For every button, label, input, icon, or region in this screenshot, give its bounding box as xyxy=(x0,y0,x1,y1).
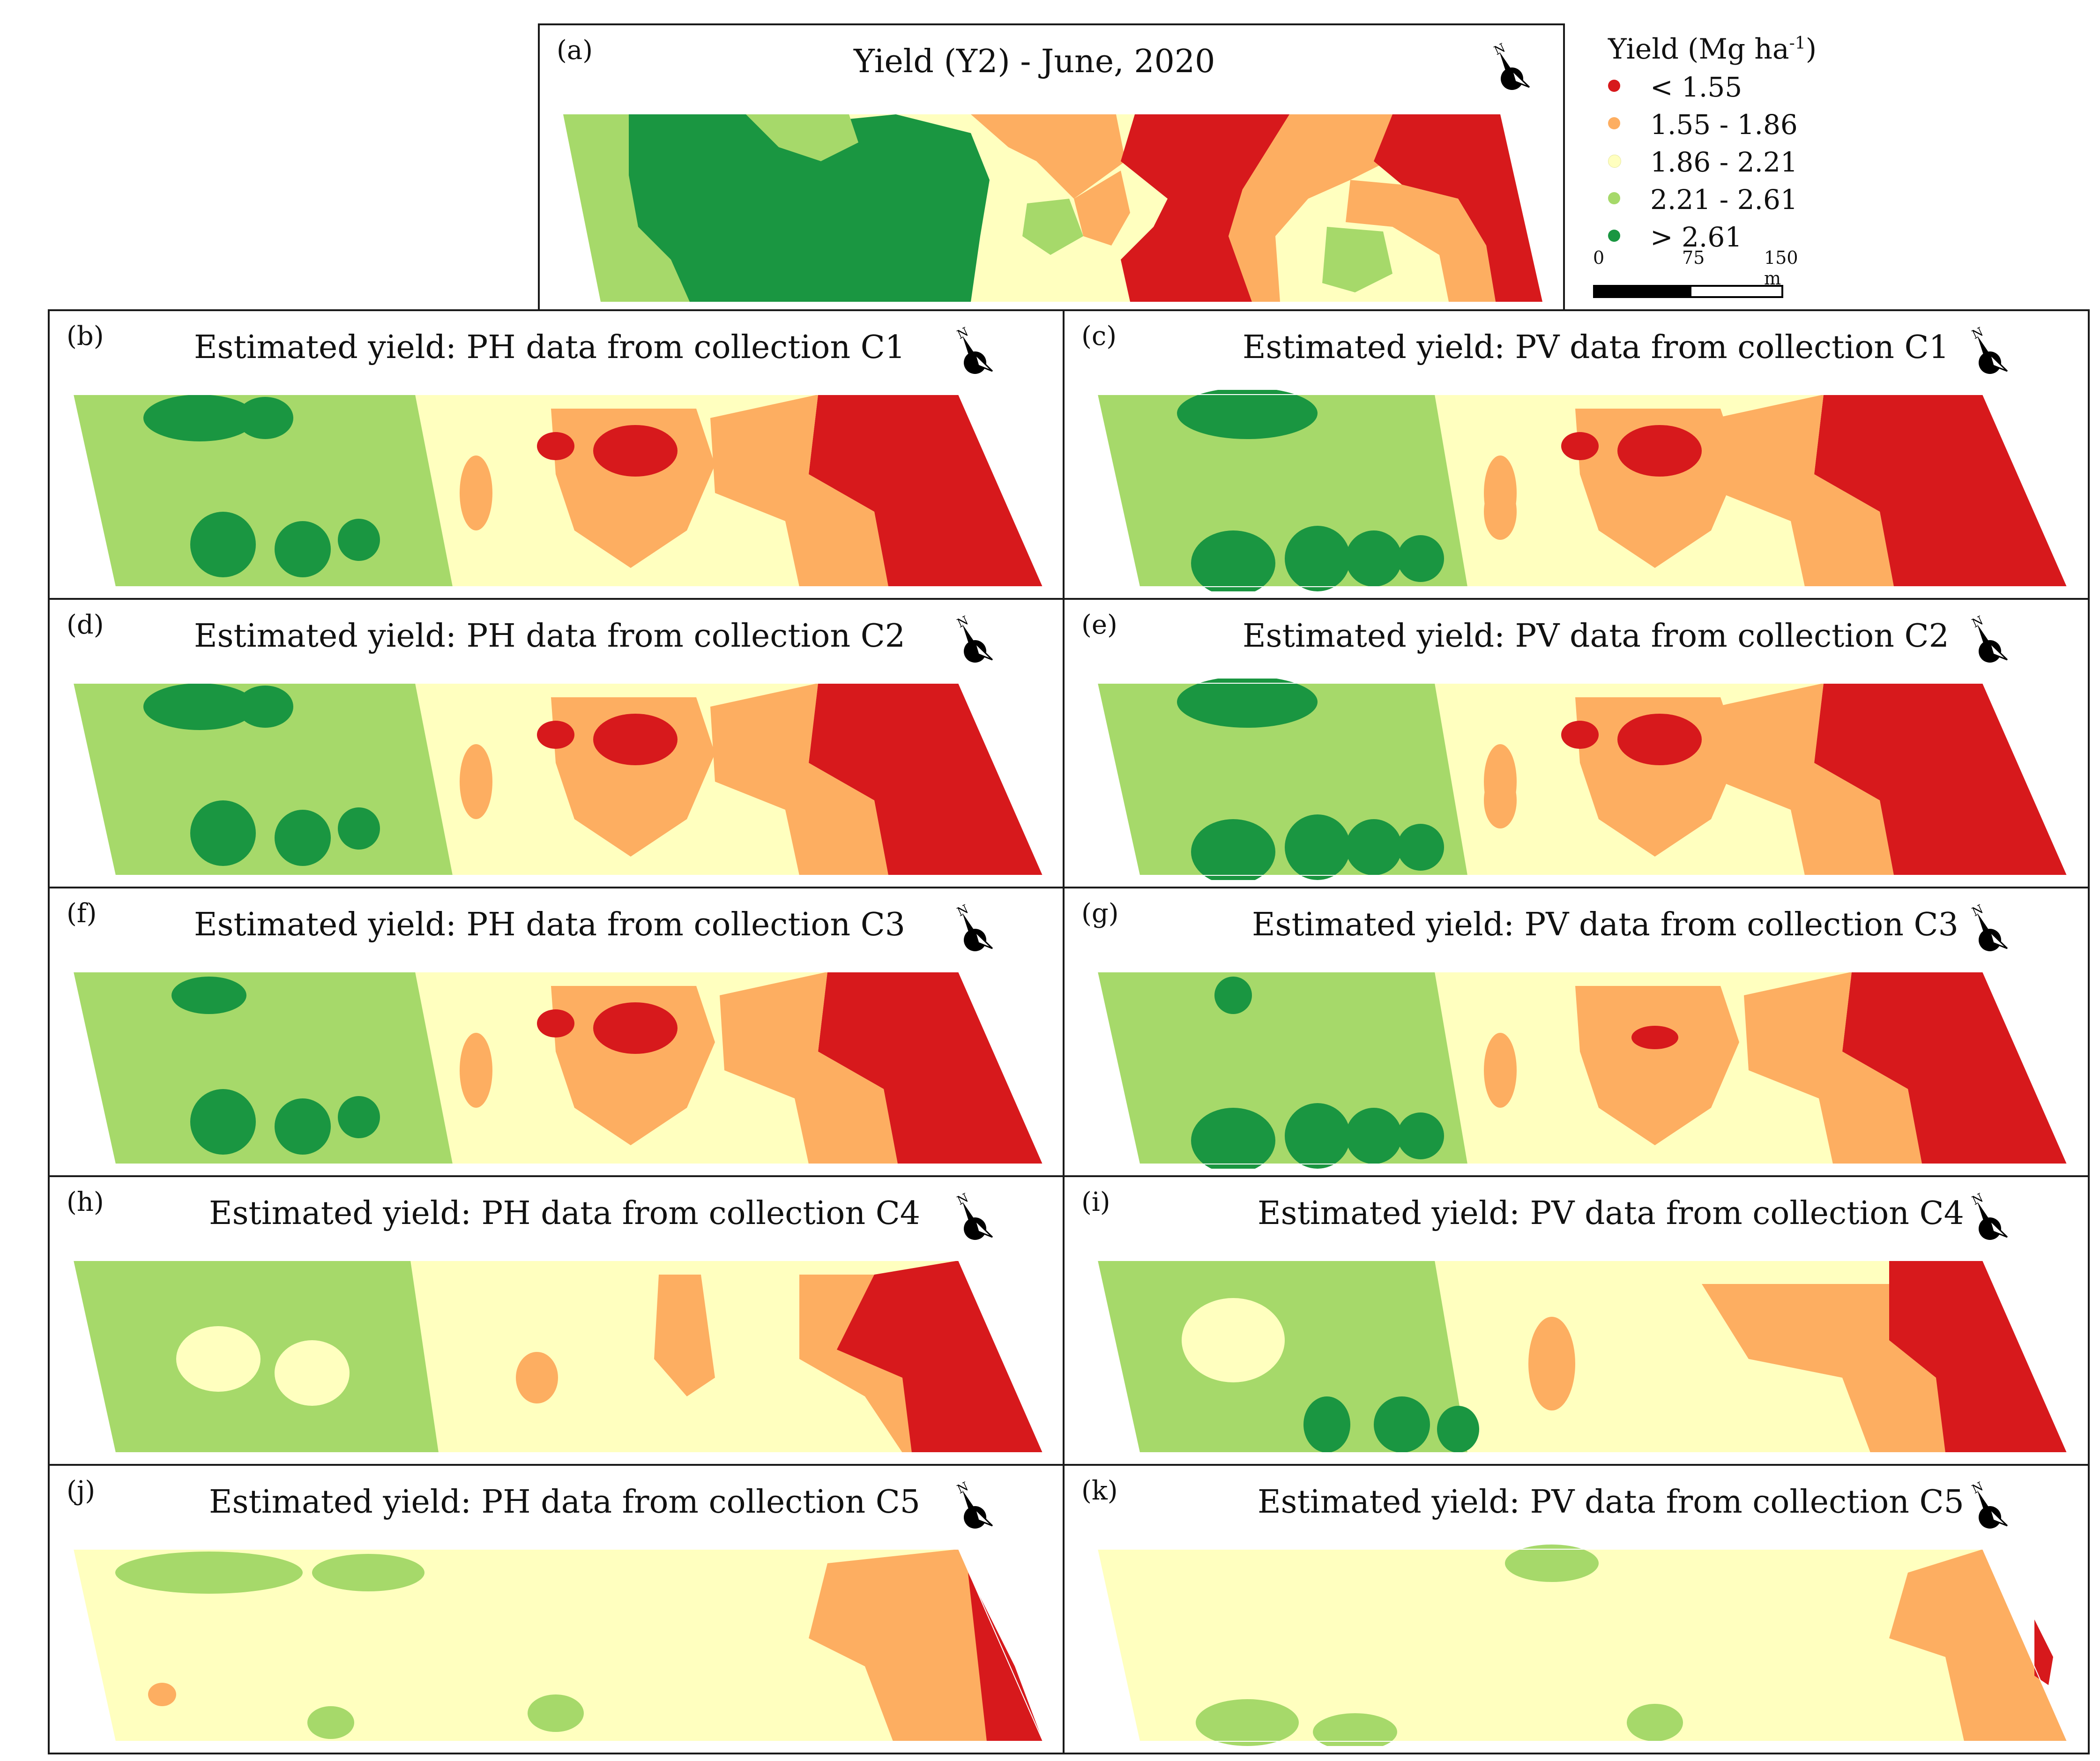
yield-map xyxy=(1096,390,2068,591)
north-arrow-icon: N xyxy=(949,902,1001,964)
yield-map xyxy=(72,394,1044,587)
panel-a: (a) Yield (Y2) - June, 2020 N xyxy=(538,23,1565,319)
yield-map xyxy=(72,1549,1044,1742)
north-arrow-icon: N xyxy=(1964,325,2016,387)
yield-map xyxy=(72,971,1044,1164)
panel-k: (k) Estimated yield: PV data from collec… xyxy=(1063,1464,2090,1754)
north-arrow-icon: N xyxy=(1964,902,2016,964)
svg-text:N: N xyxy=(955,615,970,631)
scale-bar-black xyxy=(1593,285,1691,298)
panel-b: (b) Estimated yield: PH data from collec… xyxy=(48,309,1065,600)
legend-title: Yield (Mg ha-1) xyxy=(1608,33,1817,66)
panel-h: (h) Estimated yield: PH data from collec… xyxy=(48,1175,1065,1466)
panel-title: Estimated yield: PV data from collection… xyxy=(1258,1195,1964,1232)
legend-swatch xyxy=(1608,192,1620,204)
svg-text:N: N xyxy=(955,903,970,919)
yield-map xyxy=(72,1260,1044,1453)
svg-text:N: N xyxy=(1970,326,1985,342)
north-arrow-icon: N xyxy=(1964,1191,2016,1253)
north-arrow-icon: N xyxy=(949,1191,1001,1253)
legend-swatch xyxy=(1608,230,1620,242)
panel-g: (g) Estimated yield: PV data from collec… xyxy=(1063,887,2090,1177)
svg-text:N: N xyxy=(1970,903,1985,919)
panel-e: (e) Estimated yield: PV data from collec… xyxy=(1063,598,2090,888)
panel-title: Estimated yield: PH data from collection… xyxy=(209,1484,921,1521)
panel-letter: (k) xyxy=(1081,1476,1118,1506)
panel-letter: (h) xyxy=(67,1187,104,1217)
north-arrow-icon: N xyxy=(949,1479,1001,1542)
yield-map xyxy=(563,114,1542,302)
scale-tick-75: 75 xyxy=(1682,247,1705,268)
scale-tick-0: 0 xyxy=(1593,247,1605,268)
svg-text:N: N xyxy=(1970,1481,1985,1497)
panel-title: Estimated yield: PH data from collection… xyxy=(194,329,906,366)
yield-map xyxy=(72,683,1044,876)
scale-tick-150: 150 m xyxy=(1764,247,1798,289)
yield-map xyxy=(1096,679,2068,880)
svg-text:N: N xyxy=(955,1192,970,1208)
panel-j: (j) Estimated yield: PH data from collec… xyxy=(48,1464,1065,1754)
scale-bar: 0 75 150 m xyxy=(1593,247,1798,298)
panel-title: Yield (Y2) - June, 2020 xyxy=(854,43,1215,80)
panel-letter: (e) xyxy=(1081,610,1117,640)
panel-title: Estimated yield: PV data from collection… xyxy=(1243,329,1949,366)
svg-text:N: N xyxy=(955,326,970,342)
svg-text:N: N xyxy=(1492,42,1507,58)
legend-swatch xyxy=(1608,80,1620,92)
panel-letter: (i) xyxy=(1081,1187,1110,1217)
panel-i: (i) Estimated yield: PV data from collec… xyxy=(1063,1175,2090,1466)
panel-d: (d) Estimated yield: PH data from collec… xyxy=(48,598,1065,888)
north-arrow-icon: N xyxy=(949,613,1001,676)
north-arrow-icon: N xyxy=(1486,41,1538,103)
panel-letter: (j) xyxy=(67,1476,96,1506)
svg-text:N: N xyxy=(1970,615,1985,631)
panel-title: Estimated yield: PH data from collection… xyxy=(194,618,906,655)
svg-text:N: N xyxy=(955,1481,970,1497)
panel-letter: (a) xyxy=(557,35,593,66)
panel-letter: (c) xyxy=(1081,321,1117,351)
panel-title: Estimated yield: PV data from collection… xyxy=(1258,1484,1964,1521)
north-arrow-icon: N xyxy=(1964,613,2016,676)
map-legend: Yield (Mg ha-1) < 1.55 1.55 - 1.86 1.86 … xyxy=(1608,33,1817,253)
north-arrow-icon: N xyxy=(949,325,1001,387)
panel-title: Estimated yield: PH data from collection… xyxy=(194,906,906,943)
panel-letter: (f) xyxy=(67,898,97,929)
legend-swatch xyxy=(1608,117,1620,129)
yield-map xyxy=(1096,1260,2068,1453)
panel-title: Estimated yield: PV data from collection… xyxy=(1252,906,1959,943)
panel-title: Estimated yield: PH data from collection… xyxy=(209,1195,921,1232)
panel-title: Estimated yield: PV data from collection… xyxy=(1243,618,1949,655)
panel-f: (f) Estimated yield: PH data from collec… xyxy=(48,887,1065,1177)
scale-bar-white xyxy=(1690,285,1783,298)
north-arrow-icon: N xyxy=(1964,1479,2016,1542)
legend-swatch xyxy=(1608,155,1621,168)
yield-map xyxy=(1096,1545,2068,1746)
panel-c: (c) Estimated yield: PV data from collec… xyxy=(1063,309,2090,600)
panel-letter: (b) xyxy=(67,321,104,351)
yield-map xyxy=(1096,971,2068,1169)
svg-text:N: N xyxy=(1970,1192,1985,1208)
panel-letter: (g) xyxy=(1081,898,1119,929)
panel-letter: (d) xyxy=(67,610,104,640)
